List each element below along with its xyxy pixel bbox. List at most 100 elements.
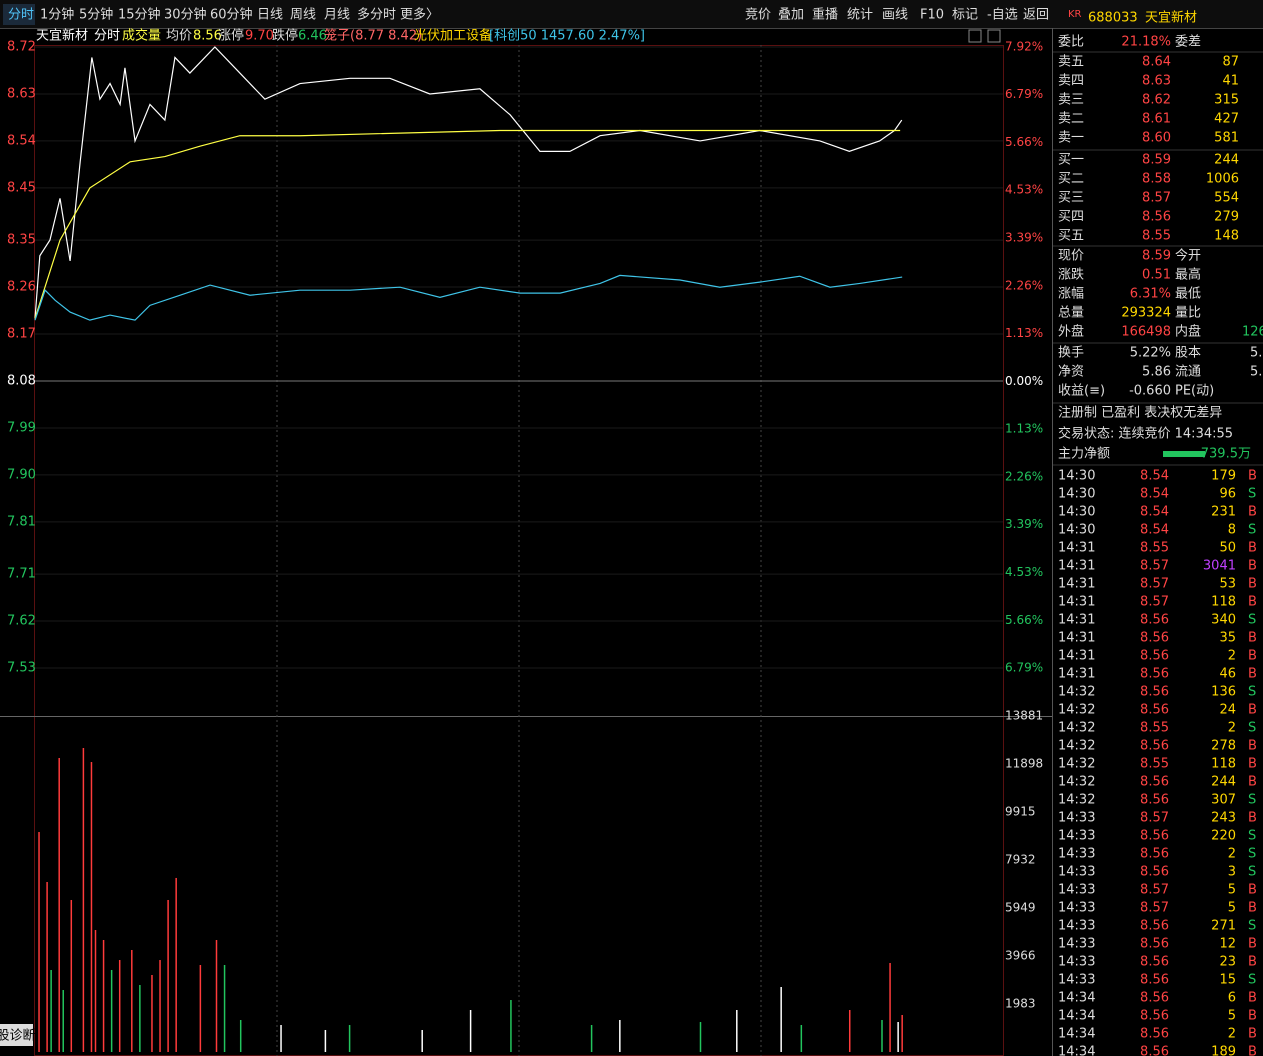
tool-button[interactable]: 统计 [847,8,873,23]
price-line [34,274,903,321]
diagnose-btn[interactable] [0,1024,33,1046]
tab[interactable]: 月线 [324,8,350,23]
tool-button[interactable]: 返回 [1023,8,1049,23]
y-tick-label: 7.90 [7,467,36,482]
tab[interactable]: 多分时 [357,7,396,23]
tab[interactable]: 日线 [257,8,283,23]
trade-side: B [1248,631,1257,646]
tool-button[interactable]: 重播 [812,7,838,23]
stat-label: 涨幅 [1058,287,1084,302]
trade-side: B [1248,1045,1257,1056]
tab[interactable]: 60分钟 [210,7,253,23]
ask-volume: 87 [1222,55,1239,70]
tool-button[interactable]: F10 [920,8,944,23]
trade-volume: 2 [1228,649,1236,664]
tab[interactable]: 更多〉 [400,7,439,23]
trade-time: 14:31 [1058,595,1095,610]
volume-bar [223,965,226,1052]
trade-side: B [1248,991,1257,1006]
tool-button[interactable]: 标记 [952,8,978,23]
trade-side: S [1248,487,1256,502]
stat-value: 5.86 [1142,365,1171,380]
volume-bar [38,832,40,1052]
diagnose-label[interactable]: 股诊断 [0,1029,36,1044]
volume-bar [881,1020,883,1052]
trade-volume: 271 [1211,919,1236,934]
trade-time: 14:32 [1058,685,1095,700]
tool-button[interactable]: -自选 [987,8,1018,23]
zoom-icon[interactable] [968,29,982,43]
bid-label: 买一 [1058,153,1084,168]
bid-volume: 244 [1214,153,1239,168]
status: 交易状态: 连续竞价 14:34:55 [1058,426,1233,442]
trade-side: S [1248,847,1256,862]
tab[interactable]: 分时 [8,8,34,23]
y2-tick-label: 0.00% [1005,374,1043,388]
volume-bar [215,940,218,1052]
active-tab [3,4,35,25]
stat-value: -0.660 [1129,384,1171,399]
trade-side: B [1248,649,1257,664]
trade-time: 14:32 [1058,703,1095,718]
y-tick-label: 8.17 [7,327,36,342]
trade-price: 8.56 [1140,991,1169,1006]
trade-time: 14:33 [1058,865,1095,880]
stat-label: 股本 [1175,346,1201,361]
tool-button[interactable]: 画线 [882,8,908,23]
volume-bar [780,987,782,1052]
chart-header: [科创50 1457.60 2.47%] [489,29,645,44]
tab[interactable]: 30分钟 [164,7,207,23]
bid-label: 买二 [1058,172,1084,187]
volume-bar [58,757,60,1052]
stat-label: 涨跌 [1058,267,1084,283]
volume-bar [800,1025,803,1052]
stat-label: 流通 [1175,365,1201,380]
trade-time: 14:33 [1058,847,1095,862]
trade-volume: 231 [1211,505,1236,520]
tab[interactable]: 15分钟 [118,7,161,23]
chart-header: 跌停 [272,28,298,44]
tab[interactable]: 周线 [290,8,316,23]
volume-bar [510,1000,512,1052]
tab[interactable]: 1分钟 [40,7,74,23]
trade-side: B [1248,757,1257,772]
ask-label: 卖四 [1058,74,1084,89]
trade-side: B [1248,937,1257,952]
y-tick-label: 7.81 [7,514,36,529]
trade-price: 8.57 [1140,811,1169,826]
volume-bar [848,1010,851,1052]
close-icon[interactable] [987,29,1001,43]
y-tick-label: 8.63 [7,86,36,101]
tool-button[interactable]: 竞价 [745,7,771,23]
bid-price: 8.55 [1142,229,1171,244]
trade-time: 14:33 [1058,829,1095,844]
y-tick-label: 8.08 [7,373,36,388]
trade-time: 14:33 [1058,937,1095,952]
trade-time: 14:30 [1058,469,1095,484]
stat-label: 内盘 [1175,324,1201,340]
volume-bar [199,965,202,1052]
trade-price: 8.54 [1140,469,1169,484]
tab[interactable]: 5分钟 [79,7,113,23]
trade-time: 14:32 [1058,739,1095,754]
trade-side: B [1248,739,1257,754]
trade-volume: 24 [1219,703,1236,718]
trade-volume: 35 [1219,631,1236,646]
stat-value: 126 [1242,325,1263,340]
tool-button[interactable]: 叠加 [778,8,804,23]
ask-label: 卖三 [1058,93,1084,108]
trade-volume: 23 [1219,955,1236,970]
stat-label: PE(动) [1175,384,1214,399]
volume-bar [324,1029,327,1052]
stat-value: 5.22% [1130,346,1171,361]
trade-time: 14:32 [1058,775,1095,790]
volume-tick-label: 5949 [1005,901,1036,915]
bid-volume: 1006 [1206,172,1239,187]
volume-bar [280,1025,282,1052]
stat-value: 0.51 [1142,268,1171,283]
volume-bar [167,899,169,1052]
ask-volume: 581 [1214,131,1239,146]
trade-price: 8.55 [1140,757,1169,772]
trade-time: 14:31 [1058,577,1095,592]
trade-time: 14:33 [1058,955,1095,970]
